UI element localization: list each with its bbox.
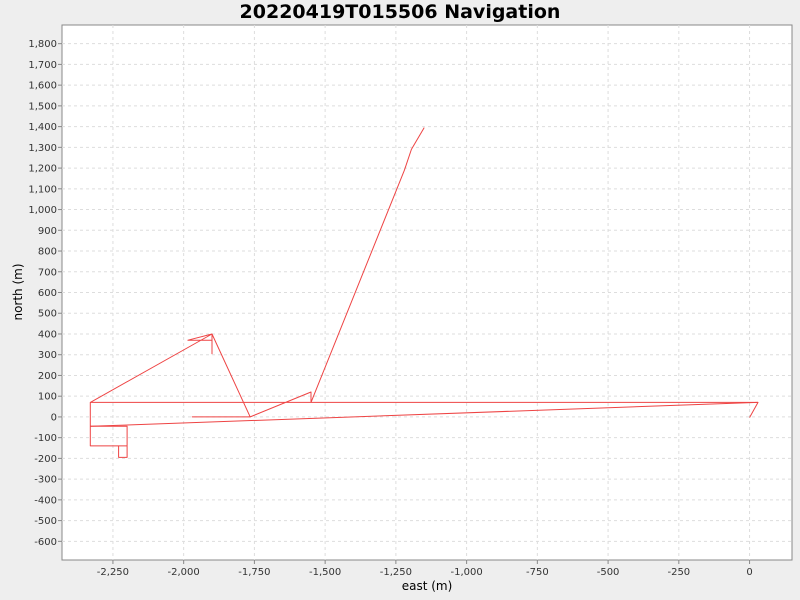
track-series [89, 127, 759, 458]
y-axis-label: north (m) [11, 263, 25, 320]
y-tick-label: -300 [34, 475, 57, 486]
x-tick-label: -1,000 [450, 567, 482, 578]
track-line [90, 401, 759, 427]
x-tick-label: -2,250 [97, 567, 129, 578]
grid-lines [62, 25, 792, 560]
x-tick-label: -750 [526, 567, 549, 578]
x-tick-label: -1,750 [238, 567, 270, 578]
y-tick-label: 1,700 [28, 60, 57, 71]
y-tick-label: 100 [38, 392, 57, 403]
y-tick-label: -400 [34, 495, 57, 506]
track-line [89, 127, 759, 458]
y-tick-label: -100 [34, 433, 57, 444]
y-tick-label: 1,200 [28, 164, 57, 175]
x-axis-label: east (m) [402, 579, 453, 593]
y-tick-label: 200 [38, 371, 57, 382]
x-axis: -2,250 -2,000 -1,750 -1,500 -1,250 -1,000 -750… [97, 560, 753, 578]
y-tick-label: 600 [38, 288, 57, 299]
y-tick-label: 900 [38, 226, 57, 237]
y-tick-label: 1,400 [28, 122, 57, 133]
y-tick-label: -600 [34, 537, 57, 548]
x-tick-label: -500 [597, 567, 620, 578]
x-tick-label: -1,250 [380, 567, 412, 578]
x-tick-label: 0 [746, 567, 752, 578]
y-tick-label: 1,500 [28, 101, 57, 112]
y-tick-label: 1,800 [28, 39, 57, 50]
y-tick-label: 700 [38, 267, 57, 278]
x-tick-label: -1,500 [309, 567, 341, 578]
x-tick-label: -2,000 [168, 567, 200, 578]
x-tick-label: -250 [667, 567, 690, 578]
y-tick-label: 1,300 [28, 143, 57, 154]
y-tick-label: 800 [38, 247, 57, 258]
y-tick-label: -500 [34, 516, 57, 527]
y-tick-label: 1,100 [28, 184, 57, 195]
y-tick-label: 0 [51, 412, 57, 423]
y-tick-label: -200 [34, 454, 57, 465]
chart-title: 20220419T015506 Navigation [240, 1, 561, 23]
y-tick-label: 400 [38, 329, 57, 340]
y-axis: -600 -500 -400 -300 -200 -100 0 100 200 300 400 500… [28, 39, 62, 548]
y-tick-label: 1,600 [28, 81, 57, 92]
y-tick-label: 1,000 [28, 205, 57, 216]
y-tick-label: 300 [38, 350, 57, 361]
y-tick-label: 500 [38, 309, 57, 320]
